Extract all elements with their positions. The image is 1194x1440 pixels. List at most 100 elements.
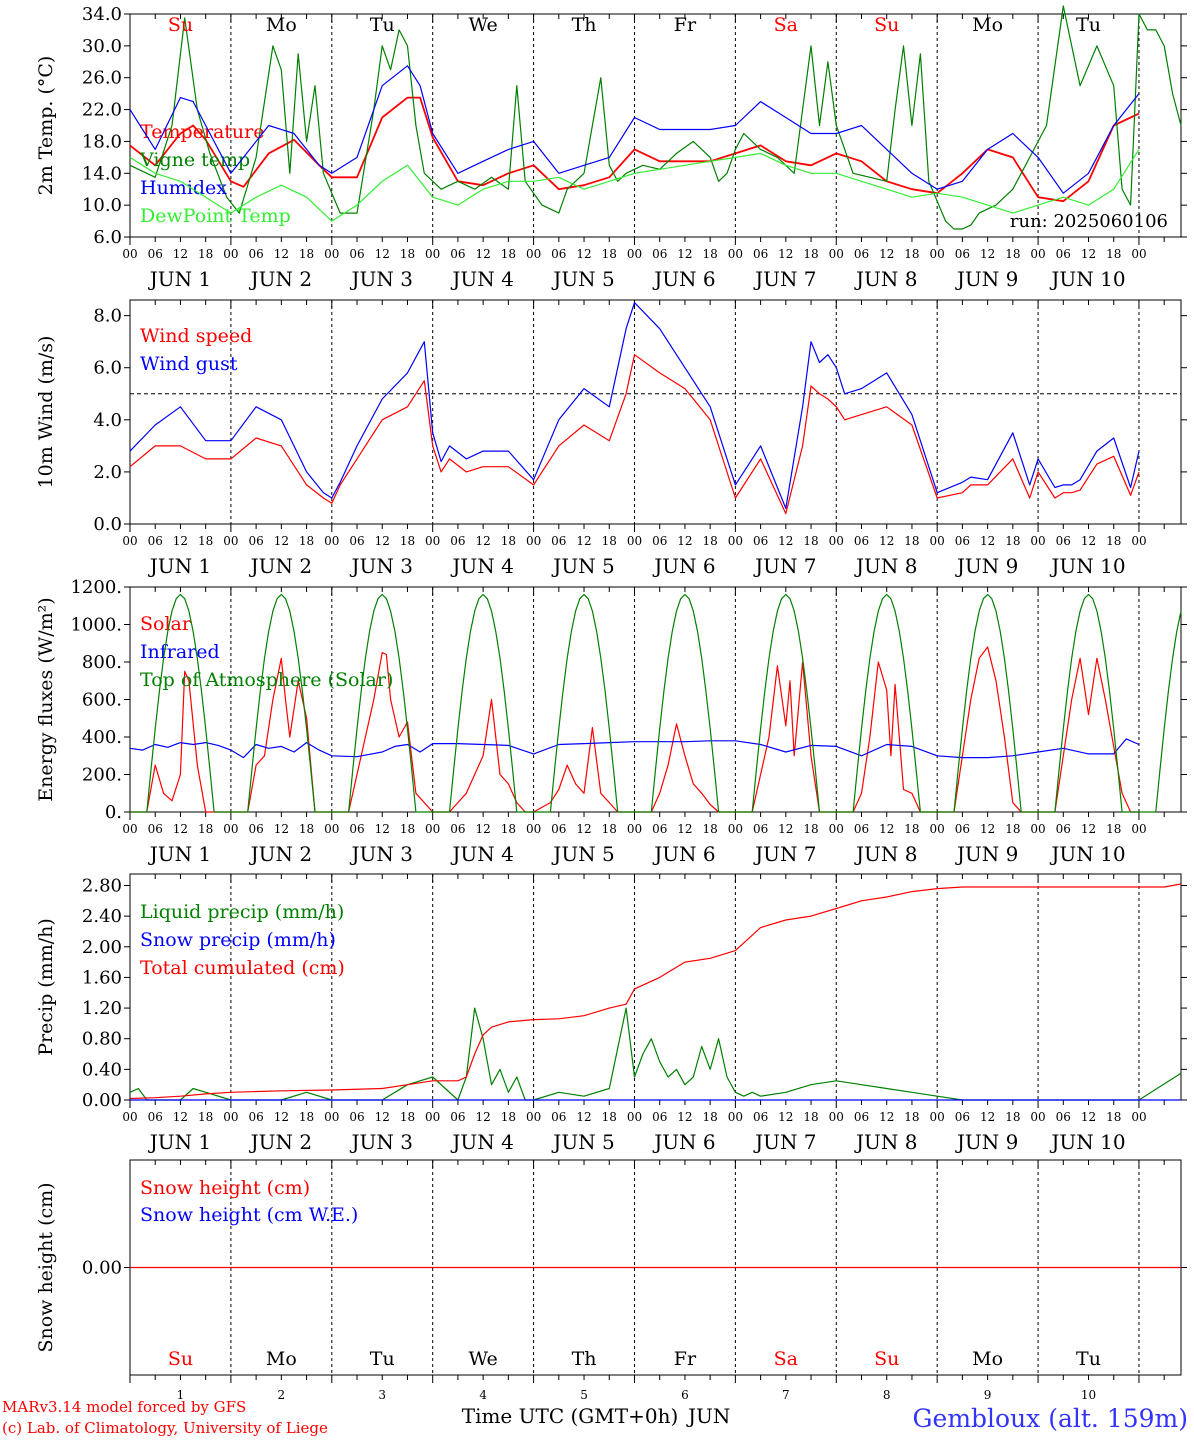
date-label: JUN 6 (652, 554, 715, 578)
y-tick-label: 0.40 (82, 1059, 122, 1080)
hour-label: 12 (576, 822, 591, 836)
hour-label: 06 (248, 1110, 263, 1124)
hour-label: 12 (173, 247, 188, 261)
hour-label: 18 (904, 822, 919, 836)
y-axis-label: Energy fluxes (W/m²) (35, 597, 57, 801)
hour-label: 06 (148, 822, 163, 836)
day-abbr: Mo (972, 14, 1003, 36)
date-label: JUN 10 (1049, 267, 1125, 291)
hour-label: 00 (728, 1110, 743, 1124)
hour-label: 00 (122, 534, 137, 548)
temperature-panel: 6.0 10.0 14.0 18.0 22.0 26.0 30.0 34.0 2m Temp. … (35, 4, 1187, 291)
y-axis-label: Precip (mm/h) (35, 918, 57, 1056)
series-line (129, 354, 1140, 515)
y-tick-label: 2.00 (82, 937, 122, 958)
hour-label: 00 (829, 822, 844, 836)
hour-label: 06 (955, 1110, 970, 1124)
date-label: JUN 4 (450, 1130, 513, 1154)
legend-entry: Humidex (140, 177, 227, 199)
hour-label: 12 (576, 534, 591, 548)
hour-label: 06 (753, 1110, 768, 1124)
legend-entry: DewPoint Temp (140, 205, 291, 227)
hour-label: 18 (602, 247, 617, 261)
hour-label: 18 (1106, 534, 1121, 548)
series-line (130, 593, 1182, 813)
date-label: JUN 7 (753, 842, 816, 866)
date-label: JUN 8 (854, 842, 917, 866)
hour-label: 12 (778, 534, 793, 548)
hour-label: 12 (677, 822, 692, 836)
hour-label: 06 (753, 534, 768, 548)
legend-entry: Top of Atmosphere (Solar) (140, 669, 393, 691)
hour-label: 12 (980, 534, 995, 548)
day-number: 8 (883, 1388, 891, 1402)
day-abbr: Su (168, 14, 193, 36)
hour-label: 06 (551, 247, 566, 261)
hour-label: 06 (854, 534, 869, 548)
y-tick-label: 2.0 (93, 462, 122, 483)
day-abbr: Th (572, 14, 597, 36)
hour-label: 00 (930, 822, 945, 836)
hour-label: 00 (526, 247, 541, 261)
hour-label: 00 (1030, 1110, 1045, 1124)
hour-label: 18 (1106, 822, 1121, 836)
hour-label: 00 (425, 822, 440, 836)
hour-label: 00 (324, 1110, 339, 1124)
day-abbr: Mo (972, 1348, 1003, 1370)
hour-label: 12 (778, 822, 793, 836)
date-label: JUN 1 (148, 554, 211, 578)
day-number: 5 (580, 1388, 588, 1402)
day-abbr: Tu (1076, 14, 1101, 36)
date-label: JUN 5 (551, 1130, 614, 1154)
hour-label: 06 (450, 1110, 465, 1124)
hour-label: 12 (980, 247, 995, 261)
y-tick-label: 1000. (70, 615, 122, 636)
hour-label: 00 (829, 247, 844, 261)
run-label: run: 2025060106 (1010, 211, 1168, 232)
hour-label: 06 (652, 534, 667, 548)
hour-label: 06 (854, 822, 869, 836)
y-tick-label: 2.80 (82, 875, 122, 896)
day-abbr: Su (168, 1348, 193, 1370)
hour-label: 12 (475, 247, 490, 261)
hour-label: 00 (526, 534, 541, 548)
y-tick-label: 4.0 (93, 410, 122, 431)
series-line (129, 65, 1140, 194)
plot-frame (129, 13, 1182, 238)
series-line (129, 883, 1182, 1100)
station-name: Gembloux (alt. 159m) (912, 1404, 1188, 1433)
hour-label: 06 (753, 822, 768, 836)
hour-label: 18 (904, 534, 919, 548)
hour-label: 06 (1056, 534, 1071, 548)
y-tick-label: 0.00 (82, 1258, 122, 1279)
hour-label: 00 (1030, 534, 1045, 548)
hour-label: 00 (122, 247, 137, 261)
hour-label: 18 (1106, 247, 1121, 261)
hour-label: 00 (1131, 1110, 1146, 1124)
hour-label: 06 (753, 247, 768, 261)
day-abbr: Tu (370, 14, 395, 36)
hour-label: 18 (1106, 1110, 1121, 1124)
date-label: JUN 8 (854, 267, 917, 291)
hour-label: 00 (122, 1110, 137, 1124)
hour-label: 12 (173, 1110, 188, 1124)
hour-label: 00 (1131, 534, 1146, 548)
date-label: JUN 3 (350, 267, 413, 291)
date-label: JUN 9 (955, 554, 1018, 578)
hour-label: 06 (652, 822, 667, 836)
hour-label: 18 (703, 1110, 718, 1124)
day-abbr: Su (874, 14, 899, 36)
day-abbr: Su (874, 1348, 899, 1370)
hour-label: 06 (551, 534, 566, 548)
hour-label: 06 (349, 822, 364, 836)
date-label: JUN 10 (1049, 554, 1125, 578)
date-label: JUN 1 (148, 267, 211, 291)
hour-label: 18 (299, 822, 314, 836)
hour-label: 18 (703, 534, 718, 548)
day-number: 3 (378, 1388, 386, 1402)
hour-label: 12 (778, 1110, 793, 1124)
hour-label: 00 (728, 534, 743, 548)
hour-label: 06 (148, 1110, 163, 1124)
hour-label: 00 (829, 534, 844, 548)
hour-label: 12 (274, 534, 289, 548)
